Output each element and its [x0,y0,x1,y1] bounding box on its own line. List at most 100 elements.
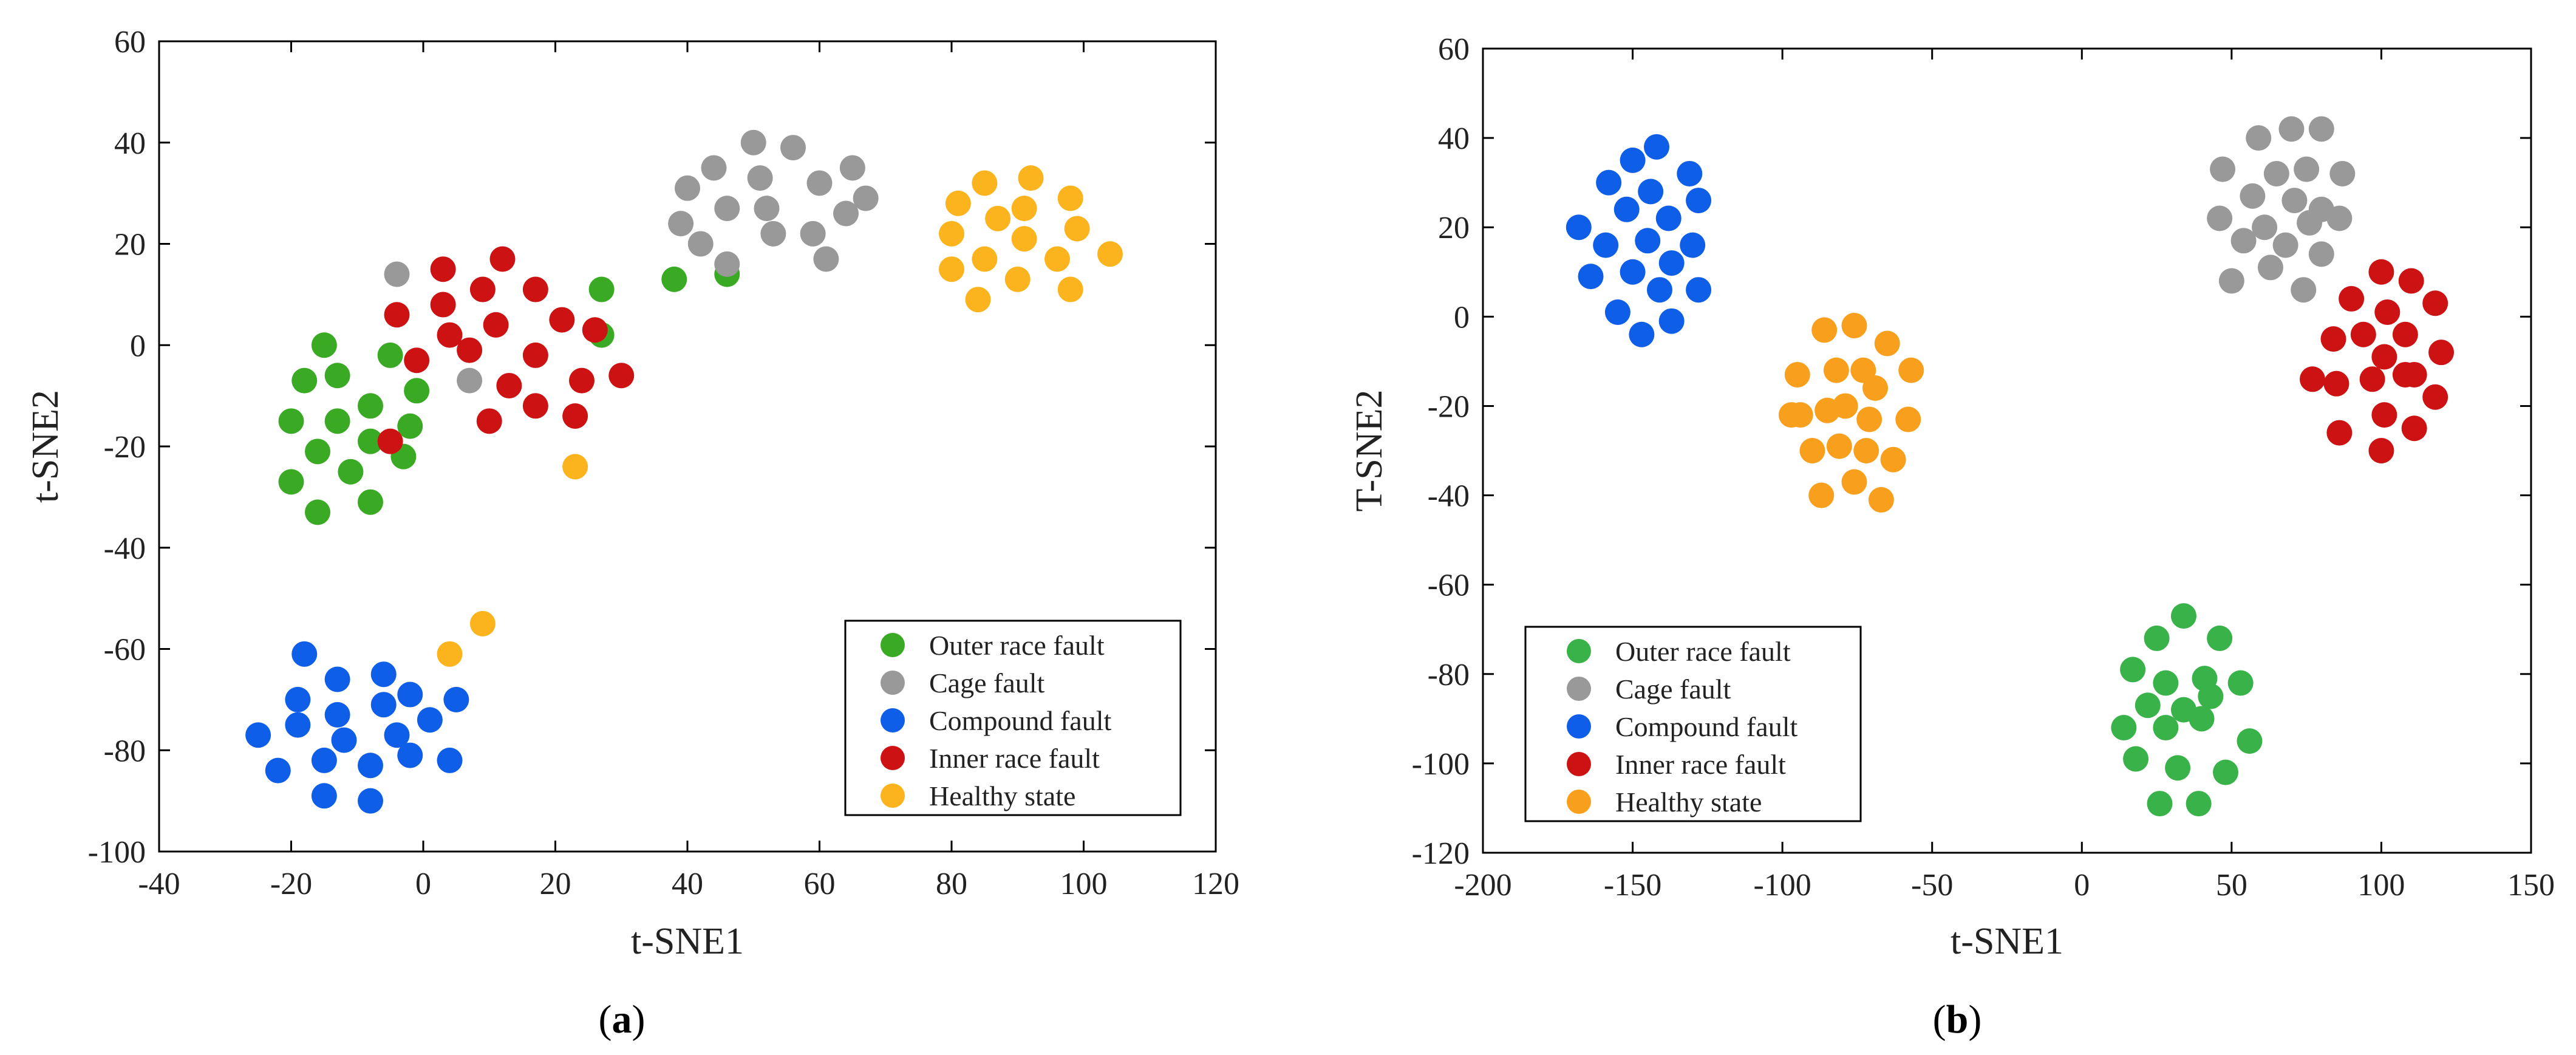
panel-b-point-cage-fault [2246,125,2272,151]
panel-b-ytick-label: -20 [1428,389,1470,424]
panel-a-point-cage-fault [714,196,740,222]
panel-a-legend-label-compound-fault: Compound fault [929,705,1111,736]
panel-b-letter: b [1946,997,1969,1042]
panel-a-label: (a) [599,997,646,1042]
panel-b-point-inner-race-fault [2398,268,2424,294]
panel-b-xtick-label: 50 [2216,868,2247,903]
panel-b-point-compound-fault [1635,228,1661,254]
panel-a-legend-marker-cage-fault [881,671,905,695]
panel-b-point-healthy-state [1874,330,1900,357]
panel-b-point-healthy-state [1826,433,1852,459]
panel-b-point-compound-fault [1596,169,1622,196]
panel-a-point-outer-race-fault [358,428,383,454]
panel-a-ytick-label: -100 [88,835,146,870]
panel-b-point-cage-fault [2294,156,2320,182]
panel-a-ytick-label: 0 [130,329,146,363]
panel-b-point-cage-fault [2278,116,2305,142]
panel-b-point-outer-race-fault [2135,692,2161,719]
panel-b-legend-items: Outer race fault Cage fault Compound fault… [1567,636,1797,818]
panel-b-point-cage-fault [2329,160,2356,186]
panel-a-point-inner-race-fault [608,363,635,389]
panel-b-label: (b) [1933,997,1982,1042]
panel-b-legend-label-compound-fault: Compound fault [1615,711,1797,742]
panel-b-point-outer-race-fault [2120,657,2146,683]
panel-b-ylabel: T-SNE2 [1349,390,1390,512]
panel-a-point-healthy-state [939,220,964,247]
panel-a-point-outer-race-fault [311,332,337,358]
panel-a-point-compound-fault [291,641,318,667]
panel-a-legend-marker-healthy-state [881,784,905,808]
panel-a-point-inner-race-fault [489,246,516,272]
panel-a-point-healthy-state [1044,246,1070,272]
panel-b-legend-marker-healthy-state [1567,790,1591,814]
panel-b-point-cage-fault [2218,268,2244,294]
panel-a-point-healthy-state [939,256,964,282]
panel-a-point-compound-fault [443,686,469,712]
panel-b-point-inner-race-fault [2371,402,2397,428]
panel-a-point-healthy-state [972,246,998,272]
panel-a-ytick-label: 60 [114,25,146,60]
panel-b-point-inner-race-fault [2371,344,2397,370]
panel-b-xtick-label: -50 [1911,868,1953,903]
panel-a-ylabel: t-SNE2 [25,390,66,503]
panel-b-point-outer-race-fault [2153,715,2179,741]
panel-b-point-outer-race-fault [2165,755,2191,781]
panel-b-point-cage-fault [2291,277,2317,303]
panel-a-ytick-label: -80 [104,734,146,768]
panel-a-point-inner-race-fault [496,372,522,398]
panel-a-point-cage-fault [800,220,826,247]
panel-a-point-healthy-state [1004,266,1031,292]
panel-b-point-inner-race-fault [2422,384,2448,410]
panel-b-point-cage-fault [2230,228,2257,254]
panel-b-point-compound-fault [1613,196,1640,222]
panel-a-xtick-label: 20 [540,867,571,901]
panel-b-legend: Outer race fault Cage fault Compound fault… [1524,626,1862,822]
panel-b-point-compound-fault [1658,308,1685,334]
panel-a-point-healthy-state [1011,226,1037,252]
panel-a-point-compound-fault [324,666,350,692]
panel-b-point-inner-race-fault [2326,420,2353,446]
panel-a-xtick-label: -20 [270,867,312,901]
panel-b-point-healthy-state [1841,313,1867,339]
panel-b-ytick-label: -40 [1428,479,1470,514]
panel-a-xtick-label: 60 [804,867,836,901]
panel-a-point-cage-fault [675,175,700,201]
panel-b-point-inner-race-fault [2323,370,2349,397]
panel-b-point-compound-fault [1566,214,1592,241]
panel-a-point-cage-fault [813,246,839,272]
panel-a-ytick-label: -20 [104,430,146,465]
panel-a-point-compound-fault [331,727,357,753]
panel-b-points [1566,116,2455,817]
panel-b-point-inner-race-fault [2428,340,2455,366]
panel-b-point-healthy-state [1868,487,1894,513]
panel-a-point-compound-fault [370,692,397,718]
panel-b-legend-label-outer-race-fault: Outer race fault [1615,636,1791,667]
panel-b-point-outer-race-fault [2170,603,2196,629]
panel-b-point-cage-fault [2257,254,2283,281]
panel-b-point-healthy-state [1853,438,1879,463]
panel-a-point-compound-fault [417,707,443,733]
panel-b-xtick-label: -150 [1604,868,1661,903]
panel-b-point-healthy-state [1898,357,1924,383]
panel-a-point-outer-race-fault [291,367,318,394]
panel-a-xtick-label: 40 [672,867,703,901]
panel-b-point-compound-fault [1646,277,1672,303]
panel-b-chart: -200 -150 -100 -50 0 50 100 150-120-100-80-60-4… [1349,32,2555,1042]
panel-a-point-inner-race-fault [377,428,403,454]
panel-b-point-compound-fault [1593,232,1619,258]
panel-a-point-outer-race-fault [358,489,383,515]
panel-a-point-healthy-state [945,190,971,216]
panel-a-point-outer-race-fault [324,408,350,434]
panel-a-point-inner-race-fault [483,312,509,338]
panel-b-point-outer-race-fault [2227,670,2254,696]
panel-a-point-inner-race-fault [562,403,588,429]
panel-b-legend-marker-compound-fault [1567,714,1591,739]
panel-a-legend-label-cage-fault: Cage fault [929,667,1045,698]
panel-a-legend-label-healthy-state: Healthy state [929,780,1075,811]
panel-b-point-compound-fault [1658,250,1685,276]
panel-b-point-healthy-state [1895,406,1921,432]
panel-b-ytick-label: -80 [1428,658,1470,692]
panel-b-point-outer-race-fault [2123,746,2149,772]
panel-b-point-inner-race-fault [2350,321,2376,347]
